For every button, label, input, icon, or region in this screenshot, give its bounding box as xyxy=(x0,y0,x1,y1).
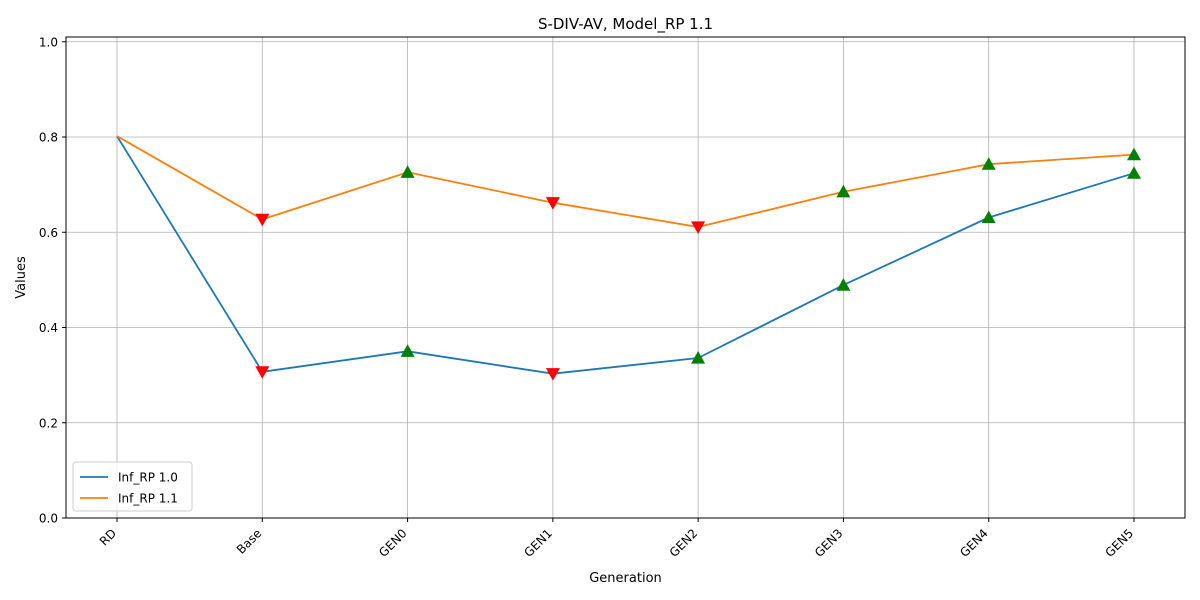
y-tick-label: 0.6 xyxy=(39,226,58,240)
legend-label-inf-rp-1-1: Inf_RP 1.1 xyxy=(118,492,178,506)
up-triangle-marker xyxy=(1127,166,1141,179)
legend-label-inf-rp-1-0: Inf_RP 1.0 xyxy=(118,471,178,485)
y-tick-label: 0.2 xyxy=(39,416,58,430)
up-triangle-marker xyxy=(400,344,415,357)
legend: Inf_RP 1.0 Inf_RP 1.1 xyxy=(72,461,193,512)
plot-frame xyxy=(65,36,1186,519)
up-triangle-marker xyxy=(400,165,415,178)
x-tick-label: GEN0 xyxy=(376,526,410,560)
x-tick-label: GEN3 xyxy=(812,526,846,560)
y-tick-label: 0.4 xyxy=(39,321,58,335)
series-markers xyxy=(255,147,1141,381)
series-line-inf-rp-1-1 xyxy=(116,135,1135,228)
grid xyxy=(66,37,1185,519)
x-tick-label: GEN5 xyxy=(1103,526,1137,560)
up-triangle-marker xyxy=(691,351,706,364)
ticks: 0.0 0.2 0.4 0.6 0.8 1.0 RD Base GEN0 GEN1 GEN2 GEN3… xyxy=(39,35,1136,560)
x-tick-label: RD xyxy=(97,526,119,548)
x-tick-label: GEN2 xyxy=(667,526,701,560)
y-tick-label: 0.0 xyxy=(39,512,58,526)
y-tick-label: 1.0 xyxy=(39,35,58,49)
series-line-inf-rp-1-0 xyxy=(116,135,1135,375)
x-tick-label: Base xyxy=(234,526,265,557)
series-lines xyxy=(116,135,1135,375)
down-triangle-marker xyxy=(545,368,560,381)
down-triangle-marker xyxy=(545,197,560,210)
down-triangle-marker xyxy=(255,366,270,379)
up-triangle-marker xyxy=(981,157,996,170)
x-tick-label: GEN1 xyxy=(521,526,555,560)
down-triangle-marker xyxy=(255,213,270,227)
down-triangle-marker xyxy=(691,221,706,234)
up-triangle-marker xyxy=(836,184,851,198)
y-axis-title: Values xyxy=(14,256,29,299)
up-triangle-marker xyxy=(1127,147,1141,161)
up-triangle-marker xyxy=(981,210,996,224)
x-axis-title: Generation xyxy=(589,571,662,586)
y-tick-label: 0.8 xyxy=(39,131,58,145)
up-triangle-marker xyxy=(836,278,851,291)
x-tick-label: GEN4 xyxy=(957,526,991,560)
chart-title: S-DIV-AV, Model_RP 1.1 xyxy=(538,15,713,34)
